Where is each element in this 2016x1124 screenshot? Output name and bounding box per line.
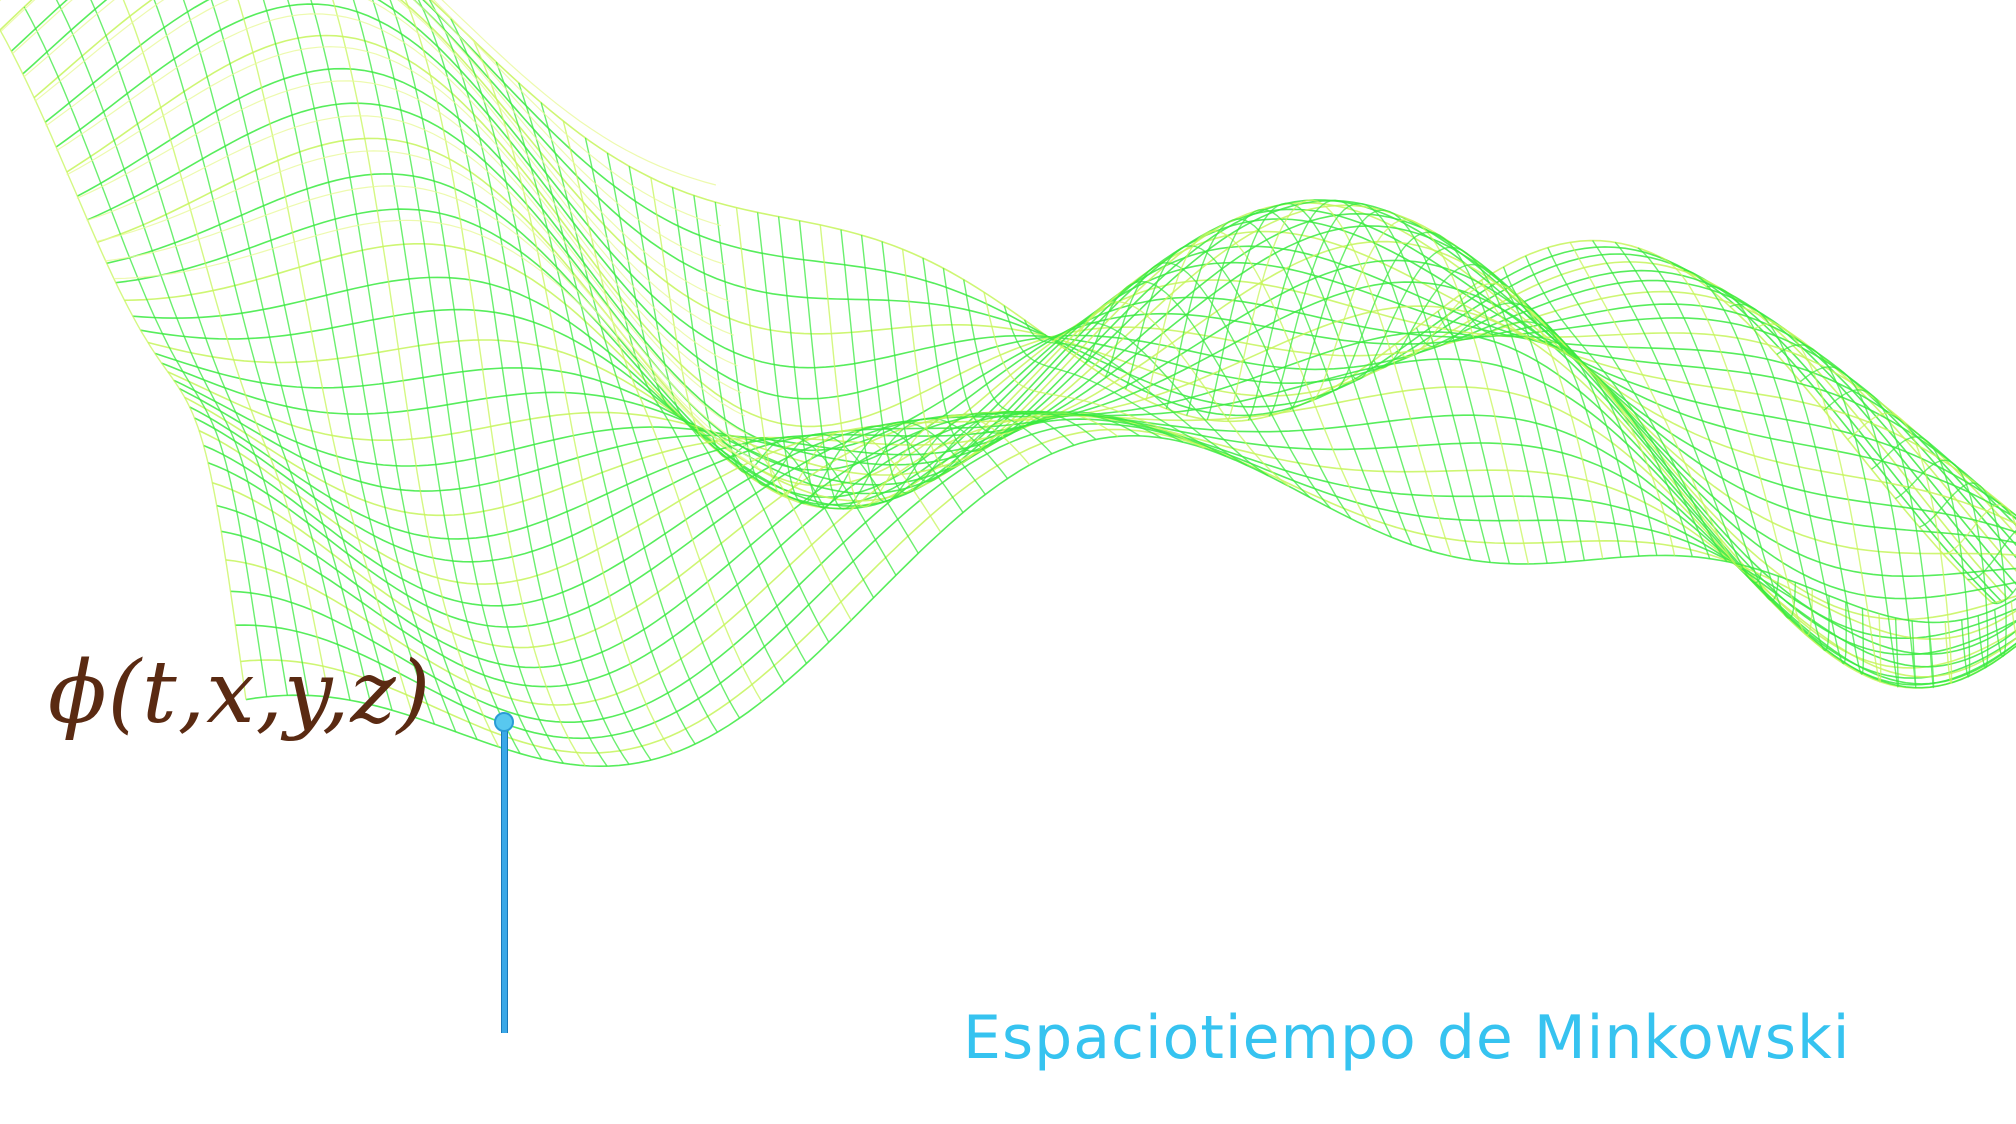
mesh-line-u [204, 332, 2016, 678]
mesh-line-v [0, 30, 246, 700]
field-pointer-dot [494, 712, 514, 732]
mesh-line-u [77, 69, 2016, 571]
mesh-line-v [73, 0, 309, 696]
diagram-caption: Espaciotiempo de Minkowski [963, 1008, 1850, 1068]
scalar-field-label: ϕ(t,x,y,z) [48, 650, 431, 736]
mesh-line-u [235, 424, 2016, 738]
mesh-faint-line [46, 0, 738, 366]
mesh-line-u [162, 201, 2016, 555]
mesh-faint-line [105, 186, 758, 467]
mesh-line-v [1374, 265, 1584, 561]
mesh-line-u [195, 282, 2016, 654]
mesh-line-v [1824, 390, 1934, 687]
mesh-line-u [133, 219, 2016, 543]
mesh-faint-line [13, 0, 726, 265]
mesh-line-v [312, 0, 520, 754]
mesh-faint-line [114, 220, 762, 470]
mesh-line-v [1187, 210, 1412, 545]
mesh-line-v [694, 195, 896, 575]
mesh-line-u [155, 200, 2016, 550]
mesh-line-u [148, 203, 2016, 546]
mesh-line-u [67, 36, 2016, 579]
mesh-line-v [241, 0, 456, 732]
field-pointer-line [501, 723, 508, 1033]
mesh-line-u [168, 205, 2016, 561]
mesh-line-v [607, 153, 806, 664]
